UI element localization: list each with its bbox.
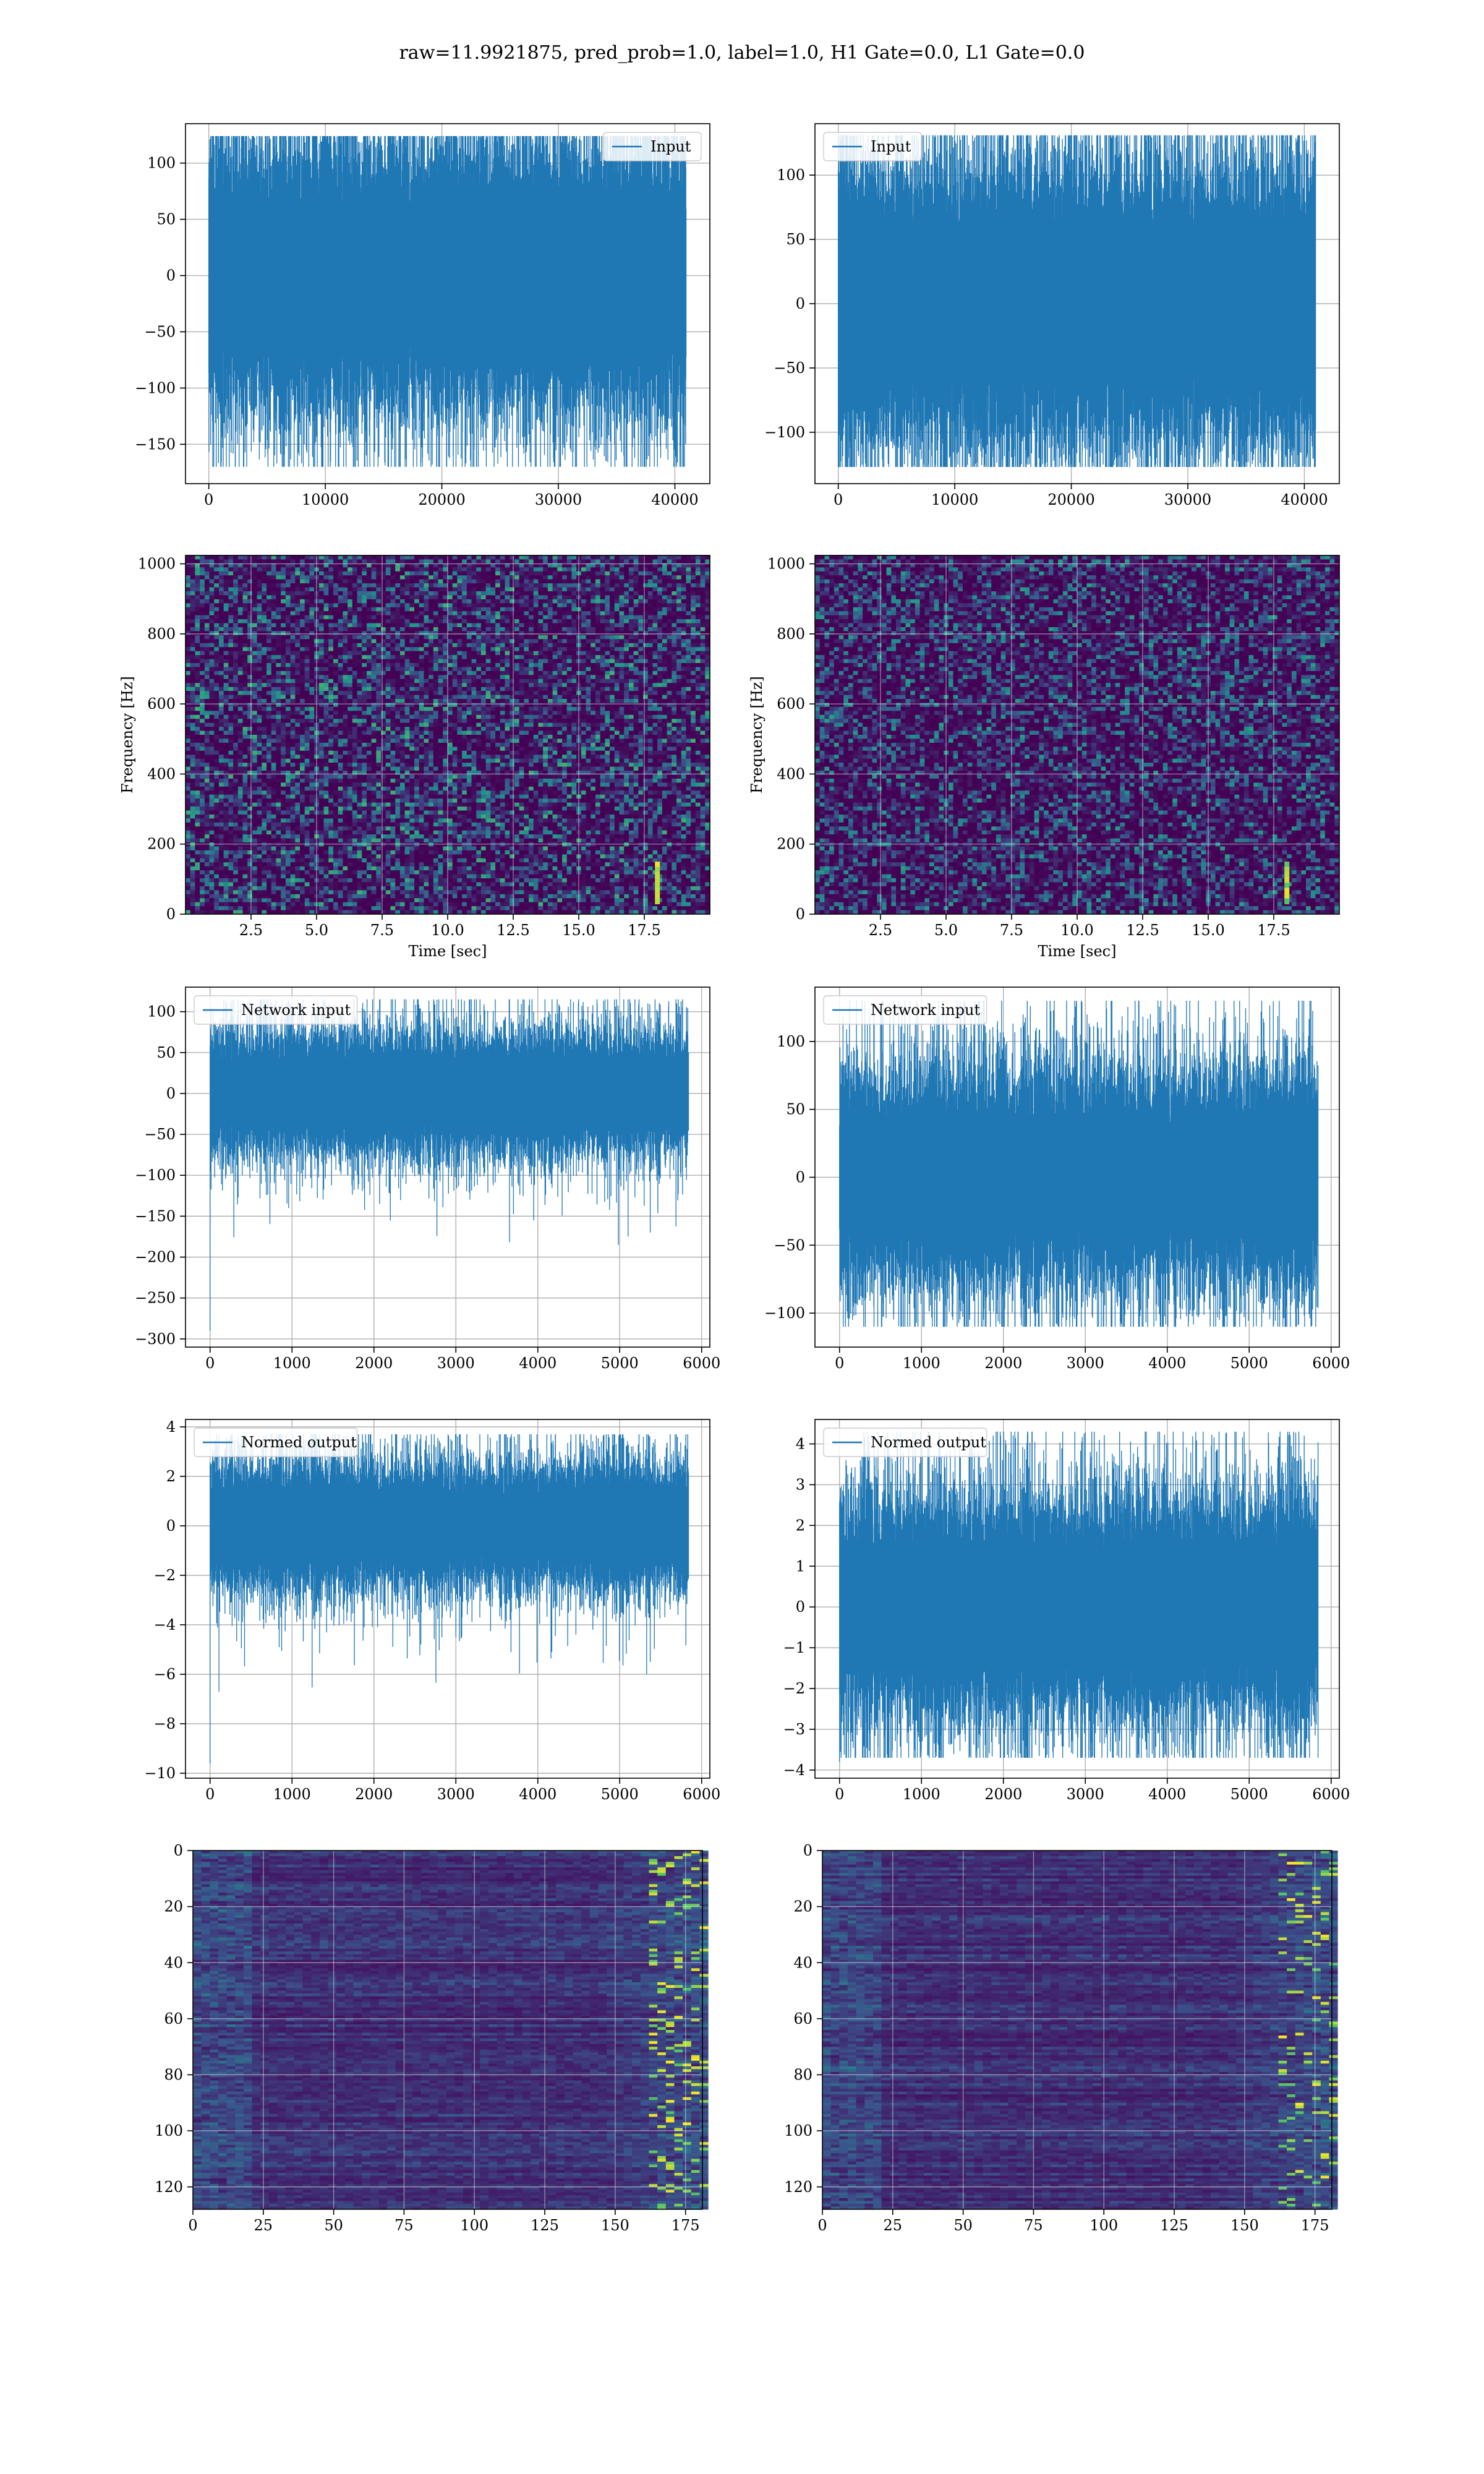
y-tick-label: −100 xyxy=(135,379,176,396)
y-tick-label: 50 xyxy=(156,211,176,228)
y-tick-label: 100 xyxy=(147,155,176,172)
x-tick-label: 10000 xyxy=(302,491,349,508)
x-tick-label: 20000 xyxy=(418,491,465,508)
axes-frame xyxy=(185,123,710,484)
legend-label: Input xyxy=(650,138,691,155)
legend-box xyxy=(603,132,702,161)
x-tick-label: 0 xyxy=(204,491,213,508)
x-tick-label: 0 xyxy=(834,491,843,508)
x-tick-label: 10000 xyxy=(931,491,978,508)
y-tick-label: 0 xyxy=(166,267,176,285)
y-tick-label: −150 xyxy=(135,435,176,453)
y-tick-label: −50 xyxy=(144,323,176,340)
series-line xyxy=(208,136,687,467)
figure-title: raw=11.9921875, pred_prob=1.0, label=1.0… xyxy=(0,42,1484,64)
x-tick-label: 30000 xyxy=(535,491,582,508)
x-tick-label: 40000 xyxy=(651,491,698,508)
